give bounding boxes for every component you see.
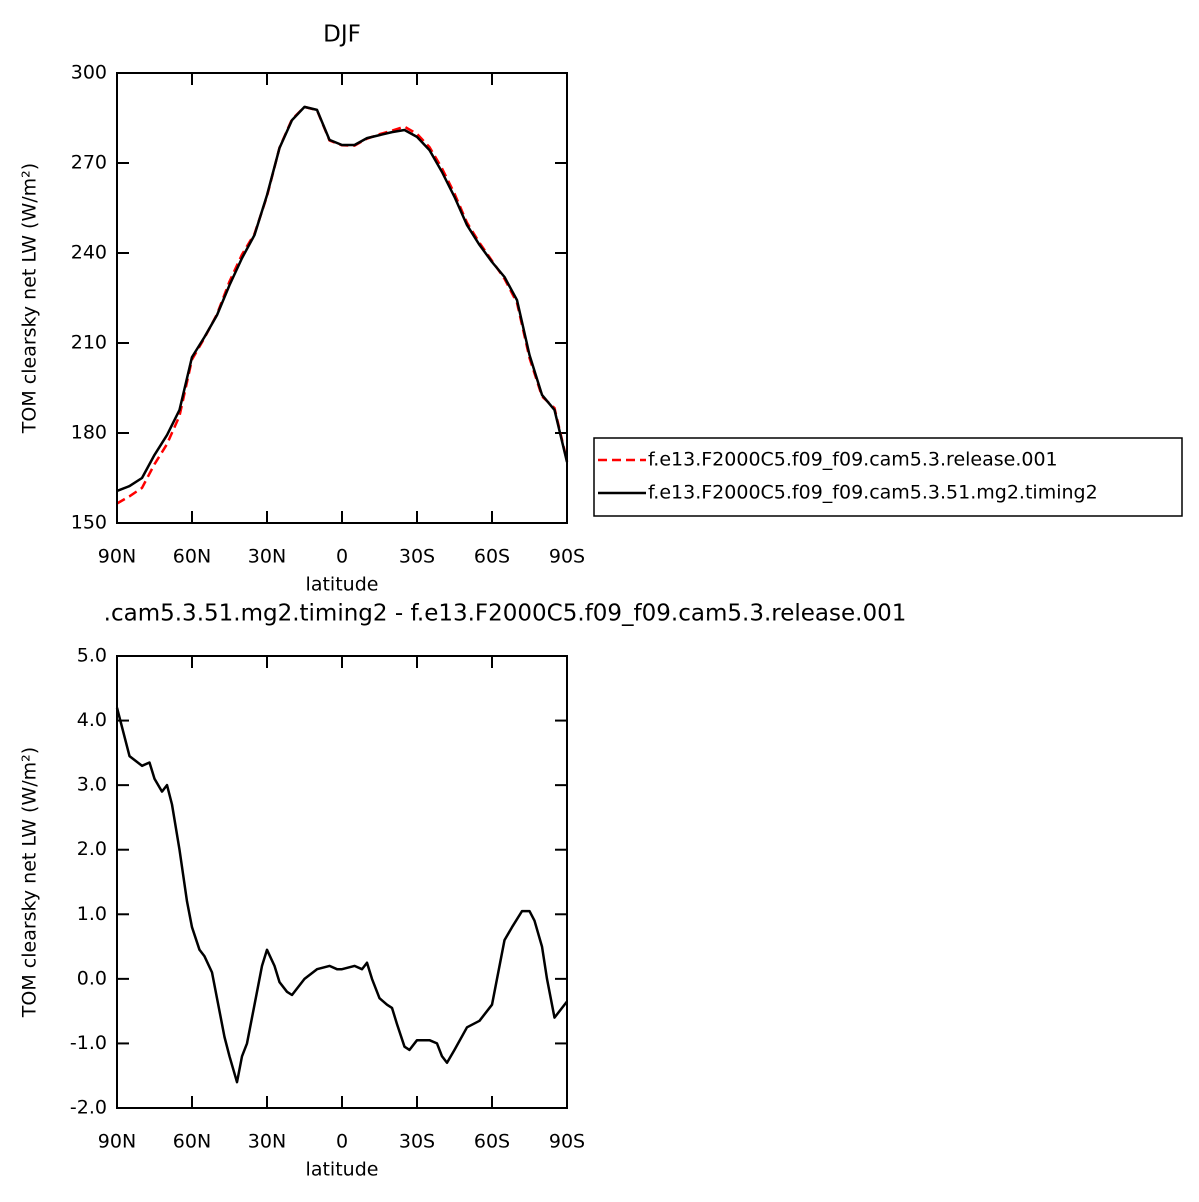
y-tick-label: 210	[71, 332, 107, 354]
y-tick-label: -1.0	[70, 1032, 107, 1054]
x-tick-label: 0	[336, 1131, 348, 1153]
y-axis-label: TOM clearsky net LW (W/m²)	[19, 163, 41, 434]
y-tick-label: 300	[71, 62, 107, 84]
series-line	[115, 707, 568, 1084]
y-tick-label: -2.0	[70, 1097, 107, 1119]
y-axis-label: TOM clearsky net LW (W/m²)	[19, 747, 41, 1018]
y-tick-label: 150	[71, 512, 107, 534]
chart-title: DJF	[323, 22, 361, 48]
x-tick-label: 90S	[549, 546, 585, 568]
x-axis-label: latitude	[306, 1159, 379, 1181]
y-tick-label: 2.0	[77, 838, 107, 860]
x-tick-label: 60S	[474, 1131, 510, 1153]
x-tick-label: 30S	[399, 1131, 435, 1153]
y-tick-label: 4.0	[77, 709, 107, 731]
legend-box	[593, 437, 1183, 517]
y-tick-label: 270	[71, 152, 107, 174]
x-tick-label: 30N	[248, 546, 286, 568]
x-tick-label: 90S	[549, 1131, 585, 1153]
legend-label: f.e13.F2000C5.f09_f09.cam5.3.release.001	[648, 449, 1058, 471]
x-tick-label: 30S	[399, 546, 435, 568]
x-tick-label: 30N	[248, 1131, 286, 1153]
x-tick-label: 90N	[98, 1131, 136, 1153]
y-tick-label: 240	[71, 242, 107, 264]
y-tick-label: 5.0	[77, 645, 107, 667]
y-tick-label: 1.0	[77, 903, 107, 925]
series-line	[116, 105, 569, 493]
legend-label: f.e13.F2000C5.f09_f09.cam5.3.51.mg2.timi…	[648, 482, 1098, 504]
series-line	[116, 105, 569, 505]
chart-title: .cam5.3.51.mg2.timing2 - f.e13.F2000C5.f…	[104, 601, 907, 627]
y-tick-label: 0.0	[77, 967, 107, 989]
x-tick-label: 60N	[173, 546, 211, 568]
plot-frame	[116, 655, 568, 1109]
x-tick-label: 90N	[98, 546, 136, 568]
x-axis-label: latitude	[306, 574, 379, 596]
y-tick-label: 180	[71, 422, 107, 444]
x-tick-label: 60N	[173, 1131, 211, 1153]
x-tick-label: 0	[336, 546, 348, 568]
y-tick-label: 3.0	[77, 774, 107, 796]
plot-frame	[116, 72, 568, 524]
x-tick-label: 60S	[474, 546, 510, 568]
